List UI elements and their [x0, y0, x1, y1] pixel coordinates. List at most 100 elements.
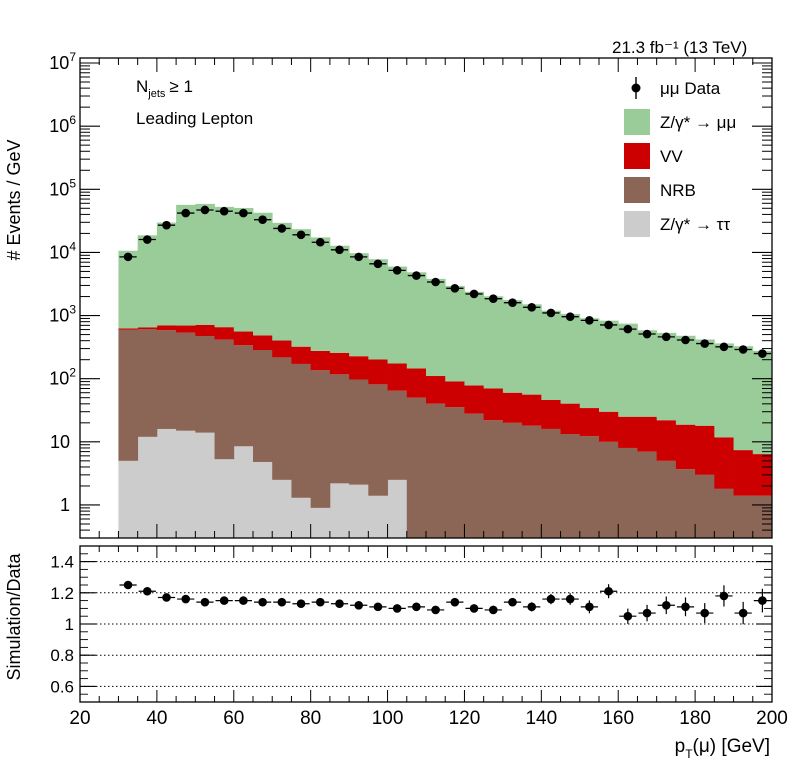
bar-zmumu [522, 304, 542, 395]
bar-nrb [675, 469, 696, 538]
ratio-point [234, 596, 252, 605]
data-point [753, 349, 771, 358]
ratio-point [157, 593, 176, 602]
x-tick-label: 120 [449, 708, 481, 729]
ratio-tick-label: 0.8 [50, 646, 74, 665]
ratio-point [119, 580, 137, 590]
bar-vv [329, 352, 350, 375]
bar-zmumu [733, 346, 754, 451]
bar-zmumu [310, 237, 331, 351]
y-tick-label: 1 [60, 495, 70, 515]
bar-vv [426, 376, 446, 404]
bar-nrb [752, 495, 773, 538]
x-tick-label: 20 [69, 708, 90, 729]
bar-nrb [541, 428, 561, 538]
bar-ztautau [118, 460, 139, 538]
bar-zmumu [426, 278, 446, 377]
ratio-point [542, 593, 560, 605]
bar-ztautau [349, 484, 369, 538]
bar-nrb [560, 434, 581, 538]
ratio-point [407, 602, 425, 612]
data-point [696, 339, 714, 348]
data-point [273, 224, 291, 233]
data-point [177, 208, 195, 218]
bar-ztautau [387, 479, 408, 538]
ratio-point [696, 603, 714, 624]
bar-vv [310, 350, 331, 371]
bar-nrb [329, 374, 350, 484]
ratio-point [734, 601, 752, 625]
x-tick-label: 80 [300, 708, 321, 729]
data-point [196, 205, 214, 215]
ratio-point [138, 586, 156, 596]
ratio-point [715, 585, 733, 607]
bar-ztautau [291, 497, 312, 538]
data-point [407, 271, 425, 280]
bar-nrb [176, 332, 196, 431]
data-point [734, 345, 752, 354]
bar-zmumu [349, 253, 369, 357]
njets-label: Njets ≥ 1 [136, 77, 193, 100]
bottom-ylabel: Simulation/Data [4, 552, 24, 680]
data-point [138, 235, 156, 244]
bar-vv [368, 359, 388, 385]
bar-vv [579, 408, 600, 437]
ratio-point [292, 599, 310, 609]
bar-vv [137, 327, 158, 330]
bar-zmumu [329, 245, 350, 353]
ratio-point [350, 600, 368, 610]
bar-vv [118, 328, 139, 330]
bar-vv [502, 392, 523, 423]
data-point [503, 298, 522, 307]
bar-vv [233, 331, 254, 346]
data-point [580, 316, 598, 325]
bar-nrb [406, 397, 427, 538]
bar-zmumu [483, 296, 504, 389]
bar-zmumu [368, 259, 388, 360]
svg-text:Z/γ* → ττ: Z/γ* → ττ [660, 215, 730, 234]
bar-nrb [637, 451, 658, 538]
bar-zmumu [541, 310, 561, 400]
bar-zmumu [406, 272, 427, 369]
y-tick-label: 107 [49, 50, 76, 73]
bar-nrb [464, 413, 485, 538]
bar-ztautau [156, 428, 177, 538]
bar-vv [656, 420, 677, 461]
bar-vv [156, 325, 177, 331]
svg-text:VV: VV [660, 147, 683, 166]
bar-zmumu [675, 335, 696, 425]
data-point [350, 252, 368, 262]
bar-vv [387, 363, 408, 391]
bar-ztautau [329, 483, 350, 538]
bar-vv [464, 385, 485, 414]
bar-ztautau [253, 461, 273, 538]
ratio-point [311, 597, 329, 607]
legend-entry: Z/γ* → ττ [624, 211, 730, 237]
bar-vv [714, 437, 734, 489]
bar-zmumu [176, 204, 196, 326]
ratio-point [580, 600, 598, 614]
bar-zmumu [445, 285, 465, 382]
bar-nrb [733, 495, 754, 538]
data-point [446, 284, 464, 293]
data-point [330, 245, 349, 255]
ratio-point [177, 594, 195, 604]
ratio-point [503, 597, 522, 607]
bar-nrb [349, 379, 369, 485]
ratio-point [273, 597, 291, 607]
bar-vv [675, 424, 696, 470]
y-tick-label: 10 [50, 432, 70, 452]
bar-zmumu [156, 222, 177, 326]
ratio-tick-label: 1 [65, 615, 74, 634]
bar-zmumu [118, 250, 139, 329]
bar-ztautau [310, 507, 331, 538]
bar-zmumu [579, 318, 600, 409]
bar-zmumu [195, 203, 215, 325]
data-point [119, 252, 137, 262]
ratio-gridlines [80, 561, 772, 687]
bar-nrb [118, 329, 139, 461]
bar-vv [406, 368, 427, 398]
y-tick-label: 106 [49, 113, 76, 136]
ratio-point [523, 602, 541, 612]
